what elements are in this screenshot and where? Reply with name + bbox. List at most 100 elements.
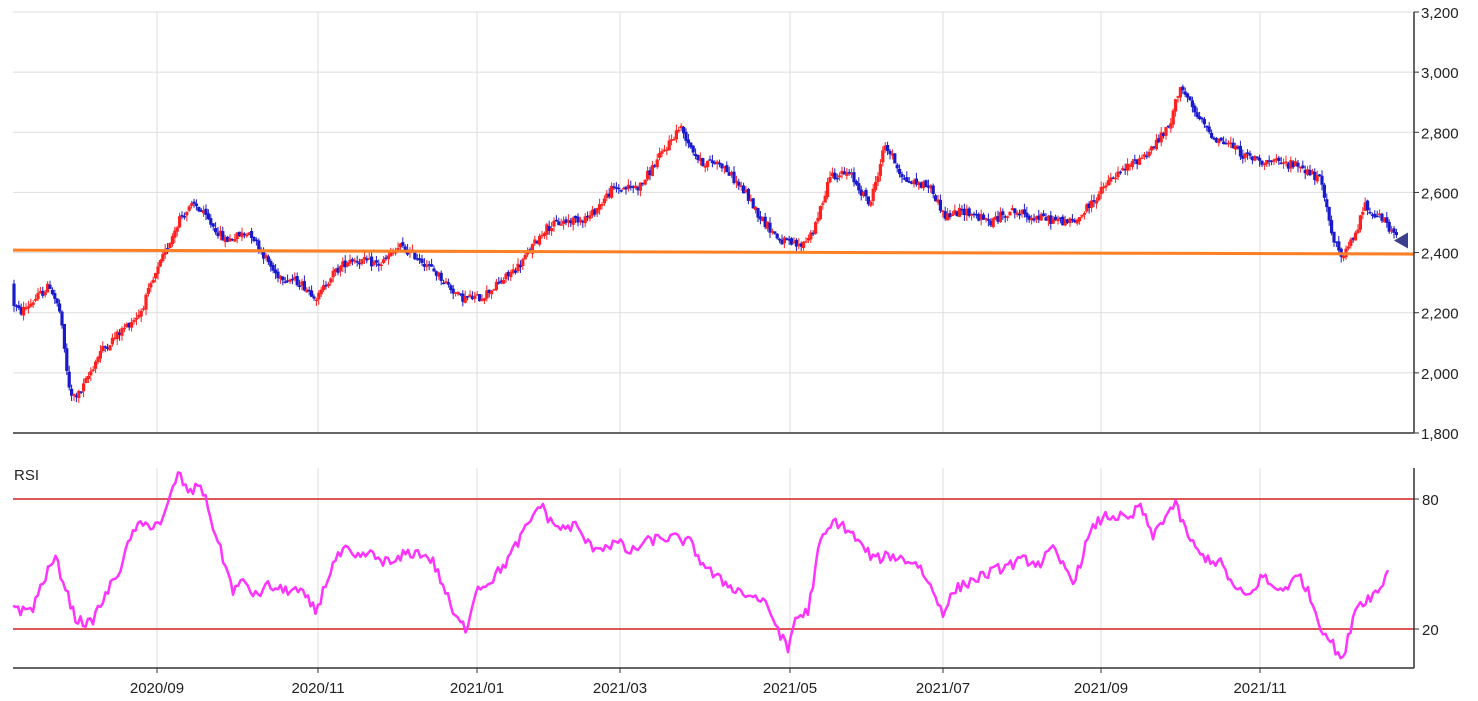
candle-body [494,281,498,290]
candle-body [1114,177,1118,180]
candle-body [900,174,904,178]
candle-body [463,295,467,303]
candle-body [912,180,916,185]
candle-body [199,209,203,212]
candle-body [468,294,472,297]
candle-body [953,210,957,215]
candle-body [958,207,962,217]
candle-body [893,153,897,164]
candle-body [485,290,489,299]
candle-body [744,190,748,192]
candle-body [110,337,114,345]
candle-body [386,255,390,260]
candle-body [511,269,515,274]
candle-body [686,139,690,144]
candle-body [36,293,40,300]
candle-body [1018,213,1022,216]
candle-body [1104,185,1108,188]
candle-body [732,171,736,184]
candle-body [46,283,50,293]
candle-body [82,383,86,392]
candle-body [557,221,561,226]
candle-body [466,296,470,298]
candle-body [1082,213,1086,215]
candle-body [919,182,923,188]
candle-body [1267,160,1271,162]
candle-body [1176,96,1180,98]
candle-body [1205,125,1209,128]
candle-body [773,231,777,234]
candle-body [950,214,954,217]
candle-body [636,187,640,191]
candle-body [120,328,124,336]
candle-body [34,298,38,301]
candle-body [341,261,345,268]
candle-body [1111,177,1115,179]
candle-body [101,346,105,351]
candle-body [1126,163,1130,171]
candle-body [595,207,599,214]
candle-body [619,190,623,192]
candle-body [223,237,227,243]
candle-body [1231,142,1235,149]
candle-body [444,281,448,283]
candle-body [137,314,141,318]
candle-body [206,213,210,220]
candle-body [94,361,98,369]
candle-body [1046,215,1050,221]
candle-body [559,224,563,226]
candle-body [598,204,602,210]
candle-body [989,220,993,226]
candle-body [1246,152,1250,154]
candle-body [1279,162,1283,165]
candle-body [115,331,119,340]
candle-body [1162,133,1166,137]
candle-body [281,276,285,281]
candle-body [626,184,630,189]
candle-body [780,239,784,245]
candle-body [358,262,362,265]
candle-body [420,258,424,263]
candle-body [914,178,918,185]
candle-body [170,236,174,244]
candle-body [89,371,93,376]
candle-body [610,185,614,198]
candle-body [1255,156,1259,159]
candle-body [350,259,354,262]
candle-body [401,242,405,246]
price-panel: 3,200 3,000 2,800 2,600 2,400 2,200 2,000 1,800 [12,5,1459,443]
candle-body [178,216,182,228]
candle-body [1034,216,1038,219]
price-y-axis-ticks: 3,200 3,000 2,800 2,600 2,400 2,200 2,000 1,800 [1414,5,1459,443]
candle-body [715,161,719,165]
candle-body [924,180,928,188]
candle-body [538,236,542,245]
candle-body [161,254,165,262]
candle-body [982,214,986,220]
candle-body [1183,91,1187,95]
candle-body [710,160,714,164]
candle-body [175,227,179,232]
candle-body [1325,199,1329,208]
candle-body [377,263,381,266]
candle-body [1277,157,1281,161]
candle-body [883,145,887,151]
candle-body [247,232,251,236]
candle-body [1390,229,1394,232]
candle-body [1039,214,1043,221]
candle-body [451,288,455,294]
candle-body [878,164,882,176]
candle-body [1015,212,1019,215]
candle-body [828,177,832,183]
candle-body [221,231,225,241]
candlestick-series [12,84,1398,403]
candle-body [130,322,134,328]
candle-body [629,186,633,188]
candle-body [1346,246,1350,249]
candle-body [480,298,484,302]
candle-body [1238,145,1242,157]
candle-body [938,199,942,211]
candle-body [852,172,856,183]
candle-body [917,182,921,185]
candle-body [1186,93,1190,98]
